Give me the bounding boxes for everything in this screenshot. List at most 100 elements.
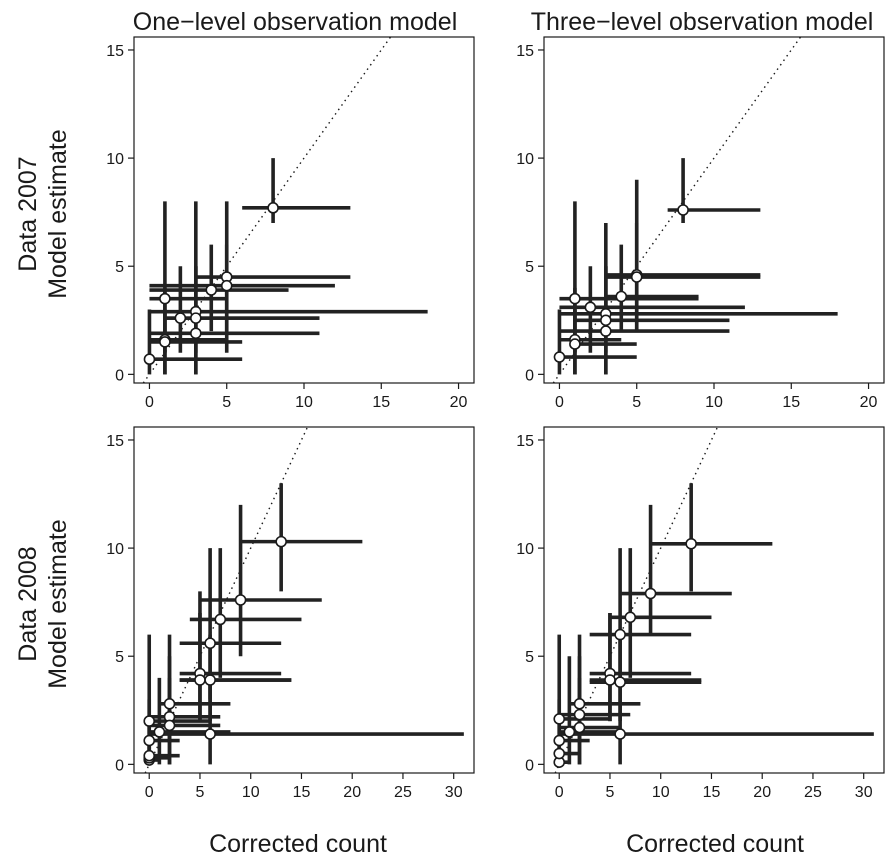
x-tick-label: 30 bbox=[445, 784, 463, 801]
row-label-2008-line1: Data 2008 bbox=[14, 546, 42, 661]
data-point bbox=[630, 271, 643, 283]
x-axis-label-right: Corrected count bbox=[626, 830, 804, 856]
data-point bbox=[190, 327, 202, 340]
x-tick-label: 5 bbox=[222, 394, 231, 411]
data-point bbox=[553, 713, 566, 725]
data-point bbox=[600, 325, 612, 337]
data-point bbox=[159, 292, 171, 305]
data-point bbox=[569, 292, 581, 305]
data-point bbox=[159, 336, 171, 348]
data-point bbox=[204, 674, 216, 686]
x-tick-label: 15 bbox=[782, 394, 800, 411]
x-axis-label-left: Corrected count bbox=[209, 830, 387, 856]
data-point bbox=[143, 715, 156, 727]
plot-frame bbox=[133, 426, 475, 774]
y-tick-label: 15 bbox=[516, 433, 534, 450]
x-tick-label: 20 bbox=[450, 394, 468, 411]
panel-three-level-2008: 0 5 10 15 20 25 30 0 5 10 15 bbox=[516, 426, 885, 801]
x-tick-label: 5 bbox=[632, 394, 641, 411]
x-tick-label: 15 bbox=[293, 784, 311, 801]
y-tick-label: 10 bbox=[516, 151, 534, 168]
data-point bbox=[677, 204, 689, 216]
y-tick-label: 0 bbox=[115, 367, 124, 384]
x-tick-label: 15 bbox=[372, 394, 390, 411]
x-tick-label: 30 bbox=[855, 784, 873, 801]
x-tick-label: 10 bbox=[242, 784, 260, 801]
data-point bbox=[220, 279, 233, 292]
data-point bbox=[190, 312, 202, 324]
x-tick-label: 20 bbox=[343, 784, 361, 801]
y-tick-label: 0 bbox=[525, 757, 534, 774]
y-tick-label: 10 bbox=[516, 541, 534, 558]
data-point bbox=[204, 728, 216, 740]
data-point bbox=[644, 587, 657, 600]
y-tick-label: 5 bbox=[525, 259, 534, 276]
data-point bbox=[604, 674, 616, 686]
x-tick-label: 5 bbox=[196, 784, 205, 801]
y-tick-label: 15 bbox=[516, 43, 534, 60]
data-point bbox=[204, 637, 216, 650]
data-point bbox=[615, 290, 628, 303]
panel-one-level-2007: 0 5 10 15 20 0 5 10 15 bbox=[106, 36, 475, 411]
data-point bbox=[163, 697, 176, 710]
data-point bbox=[194, 674, 206, 686]
y-tick-label: 0 bbox=[525, 367, 534, 384]
data-point bbox=[143, 734, 156, 747]
data-point bbox=[163, 719, 176, 732]
x-tick-label: 25 bbox=[394, 784, 412, 801]
data-point bbox=[584, 301, 597, 314]
y-tick-label: 5 bbox=[115, 649, 124, 666]
column-title-three-level: Three−level observation model bbox=[531, 8, 874, 36]
data-point bbox=[267, 202, 279, 214]
y-tick-label: 0 bbox=[115, 757, 124, 774]
data-point bbox=[153, 726, 166, 738]
data-point bbox=[143, 749, 156, 762]
data-point bbox=[143, 353, 156, 366]
data-point bbox=[214, 613, 227, 626]
y-tick-label: 5 bbox=[525, 649, 534, 666]
data-point bbox=[573, 697, 586, 710]
data-point bbox=[614, 628, 626, 641]
data-point bbox=[569, 338, 581, 350]
x-tick-label: 20 bbox=[860, 394, 878, 411]
x-tick-label: 10 bbox=[705, 394, 723, 411]
y-tick-label: 15 bbox=[106, 433, 124, 450]
x-tick-label: 0 bbox=[145, 394, 154, 411]
panel-three-level-2007: 0 5 10 15 20 0 5 10 15 bbox=[516, 36, 885, 411]
row-label-2007-line1: Data 2007 bbox=[14, 156, 42, 271]
data-point bbox=[205, 284, 218, 296]
data-point bbox=[275, 535, 287, 548]
x-tick-label: 0 bbox=[555, 784, 564, 801]
data-point bbox=[685, 537, 697, 550]
row-label-2008-line2: Model estimate bbox=[44, 519, 72, 689]
data-point bbox=[573, 708, 586, 721]
data-point bbox=[553, 734, 566, 747]
x-tick-label: 15 bbox=[703, 784, 721, 801]
x-tick-label: 5 bbox=[606, 784, 615, 801]
x-tick-label: 0 bbox=[555, 394, 564, 411]
x-tick-label: 10 bbox=[652, 784, 670, 801]
data-point bbox=[573, 721, 586, 734]
y-tick-label: 15 bbox=[106, 43, 124, 60]
data-point bbox=[553, 747, 566, 760]
y-tick-label: 5 bbox=[115, 259, 124, 276]
x-tick-label: 20 bbox=[753, 784, 771, 801]
y-tick-label: 10 bbox=[106, 151, 124, 168]
data-point bbox=[614, 676, 626, 688]
column-title-one-level: One−level observation model bbox=[133, 8, 458, 36]
data-point bbox=[614, 728, 626, 740]
row-label-2007-line2: Model estimate bbox=[44, 129, 72, 299]
x-tick-label: 10 bbox=[295, 394, 313, 411]
data-point bbox=[600, 314, 612, 327]
y-tick-label: 10 bbox=[106, 541, 124, 558]
data-point bbox=[563, 726, 576, 738]
data-point bbox=[624, 611, 637, 624]
x-tick-label: 25 bbox=[804, 784, 822, 801]
data-point bbox=[174, 312, 187, 324]
panel-one-level-2008: 0 5 10 15 20 25 30 0 5 10 15 bbox=[106, 426, 475, 801]
plot-frame bbox=[543, 426, 885, 774]
x-tick-label: 0 bbox=[145, 784, 154, 801]
plot-frame bbox=[133, 36, 475, 384]
data-point bbox=[234, 594, 247, 606]
